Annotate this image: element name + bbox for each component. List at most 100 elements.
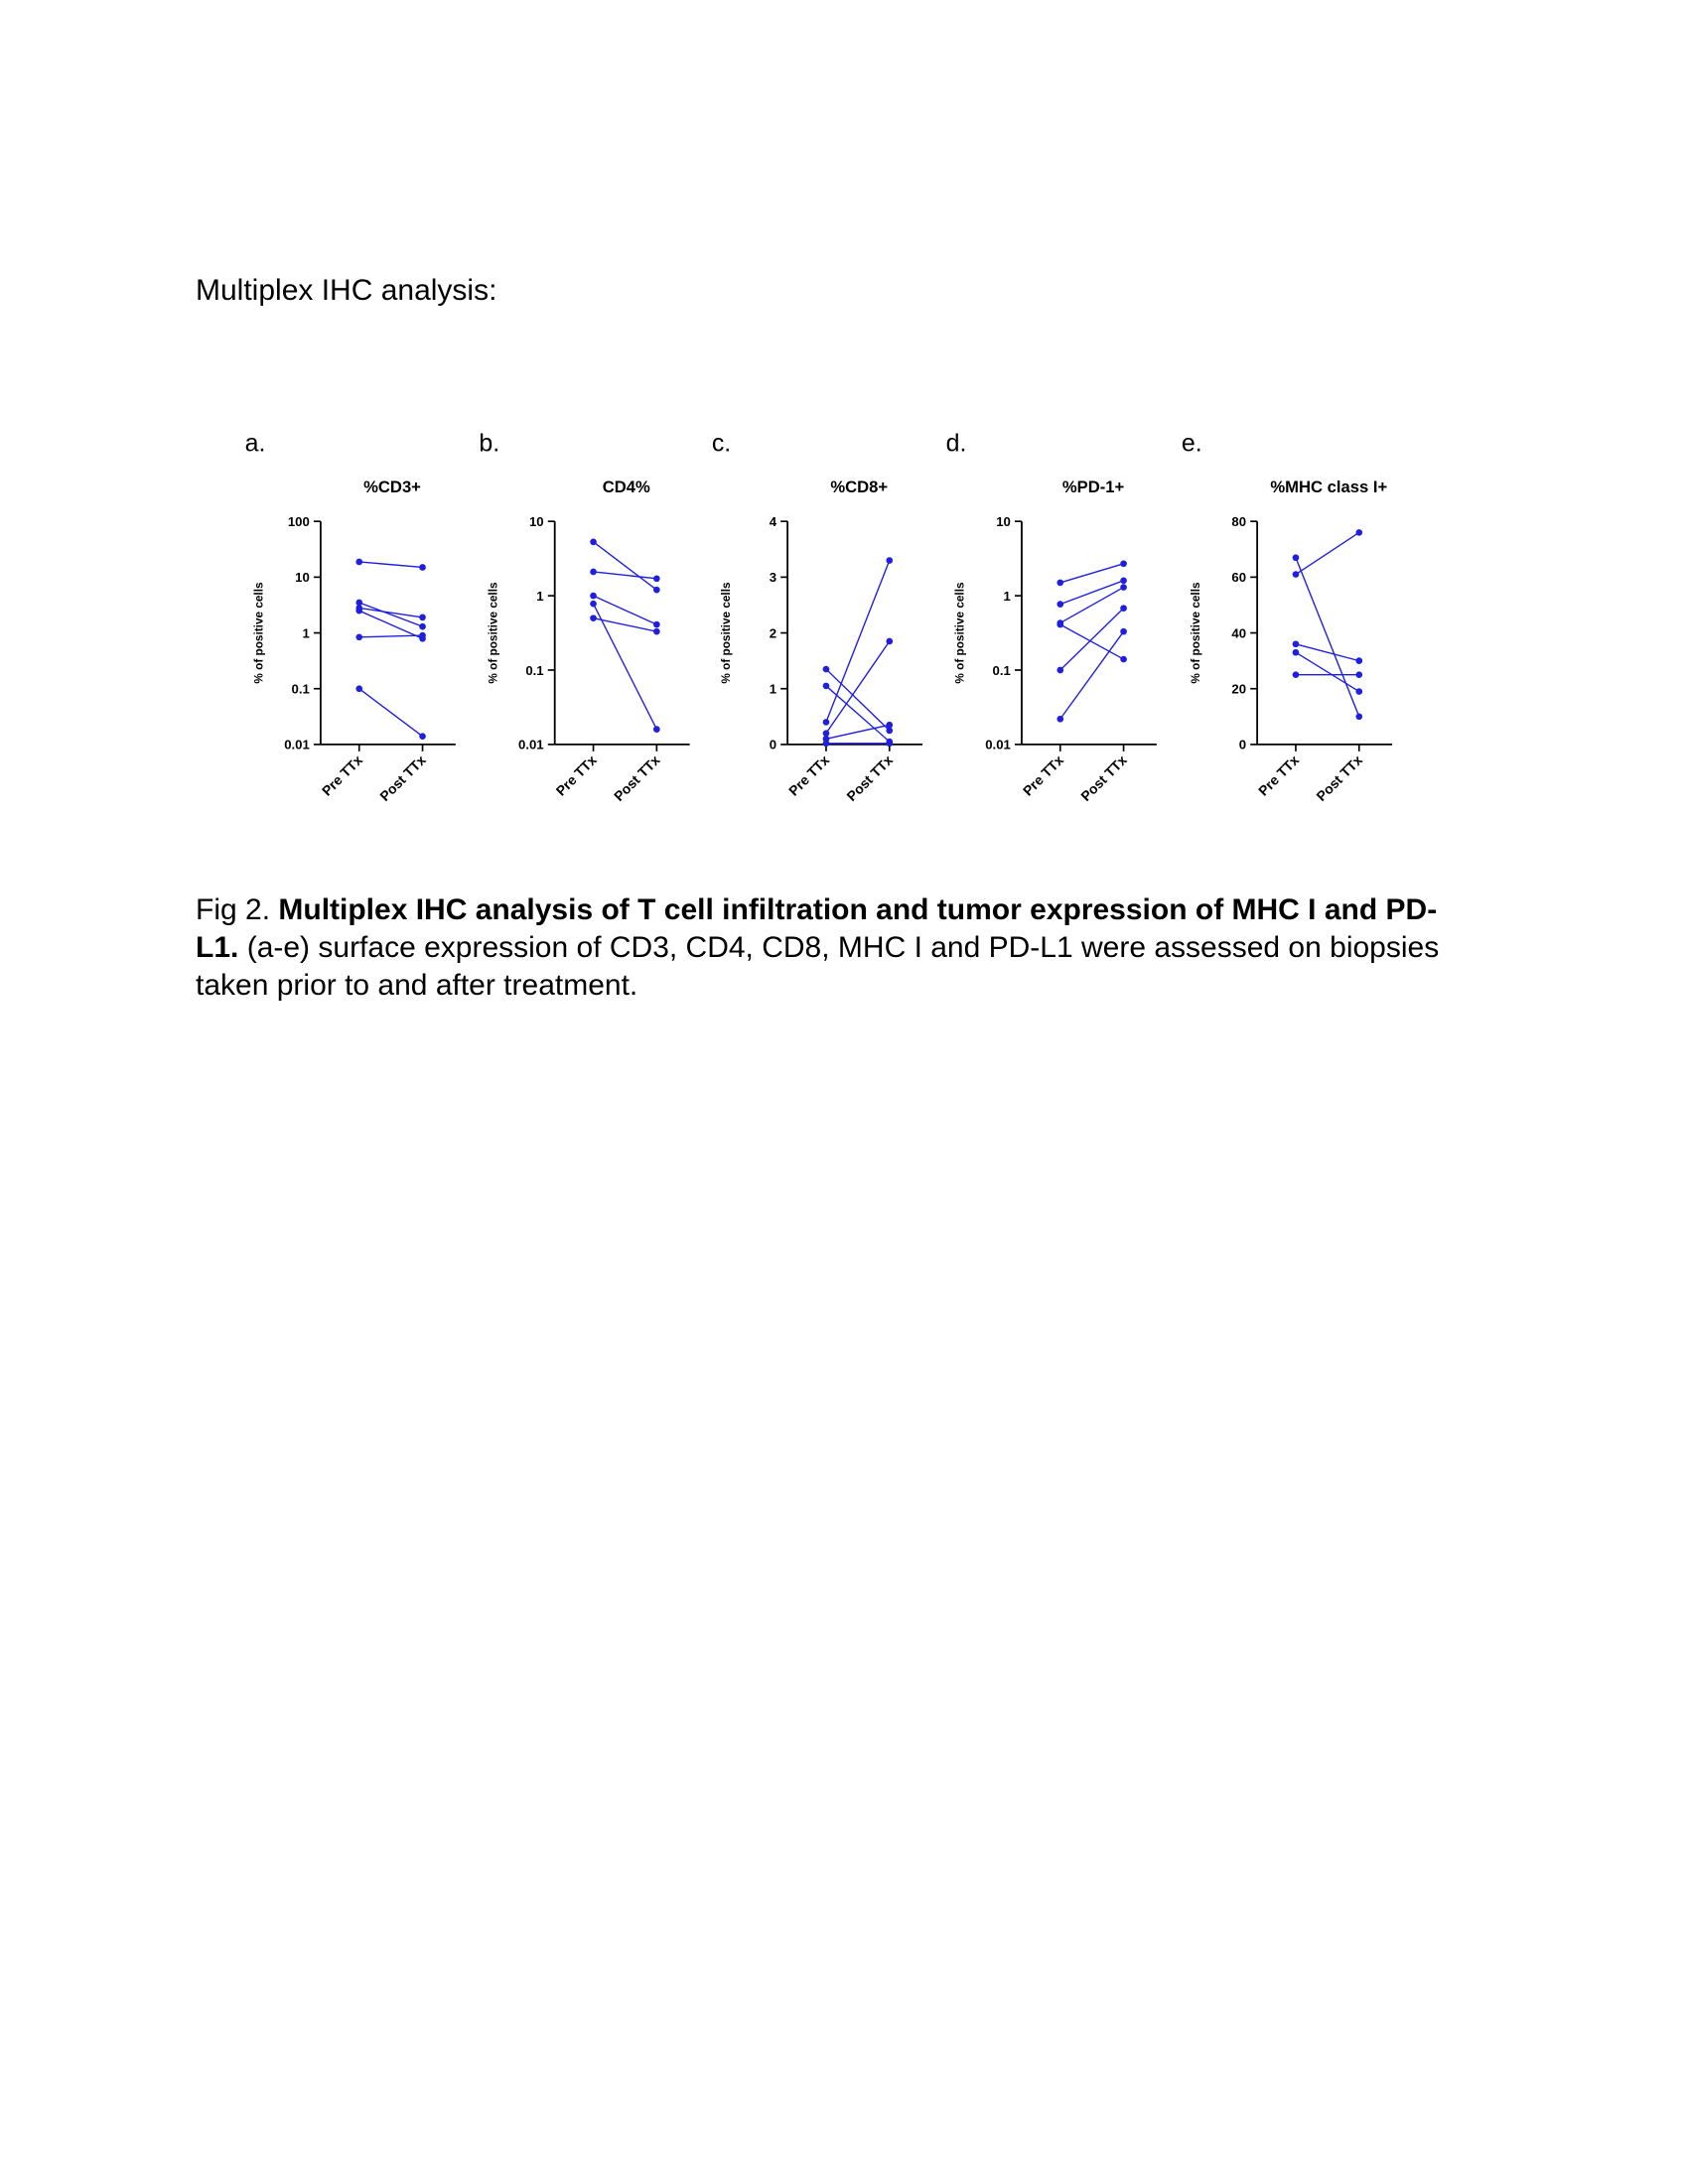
data-point [419,564,426,571]
pair-line [358,688,423,738]
data-point [419,614,426,621]
caption-title: Multiplex IHC analysis of T cell infiltr… [196,893,1438,964]
y-tick-label: 0.1 [292,682,310,697]
data-point [822,682,830,690]
data-point [653,627,660,635]
pair-line [825,685,891,743]
y-tick-label: 0 [770,738,776,752]
pair-line [593,616,657,632]
pair-line [1059,630,1125,720]
data-point [355,607,363,614]
y-tick-label: 40 [1231,625,1246,640]
pair-line [825,560,891,723]
caption-label: Fig 2. [196,893,271,926]
data-point [1056,715,1064,723]
figure: a.%CD3+% of positive cells0.010.1110100P… [245,429,1393,804]
data-point [419,733,426,741]
data-point [1355,529,1363,536]
y-axis-label: % of positive cells [954,582,967,684]
data-point [822,730,830,737]
data-point [590,538,597,546]
y-tick-label: 20 [1231,682,1246,697]
y-tick-label: 0 [1239,738,1246,752]
data-point [355,685,363,693]
data-point [1120,655,1127,663]
x-tick-label: Post TTx [611,751,663,804]
data-point [590,614,597,621]
chart-title: %PD-1+ [1062,478,1125,496]
panel-letter: e. [1182,429,1202,457]
data-point [1292,640,1300,648]
pair-line [1059,586,1124,624]
y-tick-label: 0.01 [284,738,310,752]
data-point [1120,627,1127,635]
pair-line [358,610,423,639]
x-tick-label: Pre TTx [785,751,832,798]
data-point [1292,648,1300,656]
y-axis-label: % of positive cells [1190,582,1202,684]
data-point [886,637,894,645]
x-tick-label: Post TTx [1313,751,1365,804]
pair-line [825,668,891,732]
y-tick-label: 1 [1004,589,1011,604]
pair-line [358,602,423,627]
chart-title: %CD8+ [830,478,888,496]
panel-letter: c. [712,429,731,457]
chart-title: %CD3+ [363,478,421,496]
y-tick-label: 0.01 [518,738,544,752]
pair-line [1059,563,1124,584]
x-tick-label: Post TTx [376,751,429,804]
panel-letter: d. [946,429,967,457]
data-point [1292,554,1300,562]
y-tick-label: 10 [295,570,310,585]
data-point [590,592,597,600]
data-point [886,740,894,748]
y-tick-label: 80 [1231,514,1246,529]
data-point [1355,688,1363,695]
y-tick-label: 10 [529,514,544,529]
x-tick-label: Pre TTx [1255,751,1302,798]
data-point [419,631,426,639]
pair-line [1059,623,1124,660]
x-tick-label: Pre TTx [1020,751,1066,798]
data-point [355,599,363,607]
data-point [355,633,363,641]
panel-letter: b. [479,429,499,457]
y-axis-label: % of positive cells [253,582,266,684]
data-point [886,557,894,564]
pair-line [593,541,657,591]
data-point [1355,713,1363,721]
pair-line [593,571,657,580]
pair-line [825,724,890,740]
y-tick-label: 4 [770,514,777,529]
data-point [653,726,660,733]
pair-line [358,607,423,618]
data-point [886,721,894,729]
pair-line [1295,651,1360,693]
pair-line [1059,608,1125,671]
pair-line [1295,557,1360,718]
y-tick-label: 0.1 [993,663,1011,678]
y-tick-label: 1 [536,589,543,604]
pair-line [1295,531,1360,576]
y-tick-label: 0.01 [985,738,1011,752]
pair-line [825,640,891,735]
data-point [822,740,830,748]
y-axis-label: % of positive cells [720,582,733,684]
y-tick-label: 2 [770,625,776,640]
x-tick-label: Post TTx [843,751,896,804]
pair-line [593,595,657,625]
data-point [1056,579,1064,587]
data-point [1355,671,1363,679]
data-point [419,622,426,630]
data-point [1292,571,1300,578]
pair-line [358,561,423,569]
data-point [1120,560,1127,568]
x-tick-label: Pre TTx [553,751,600,798]
pair-line [1295,643,1359,662]
heading: Multiplex IHC analysis: [196,274,497,307]
data-point [590,600,597,608]
chart-title: %MHC class I+ [1270,478,1387,496]
data-point [886,727,894,735]
